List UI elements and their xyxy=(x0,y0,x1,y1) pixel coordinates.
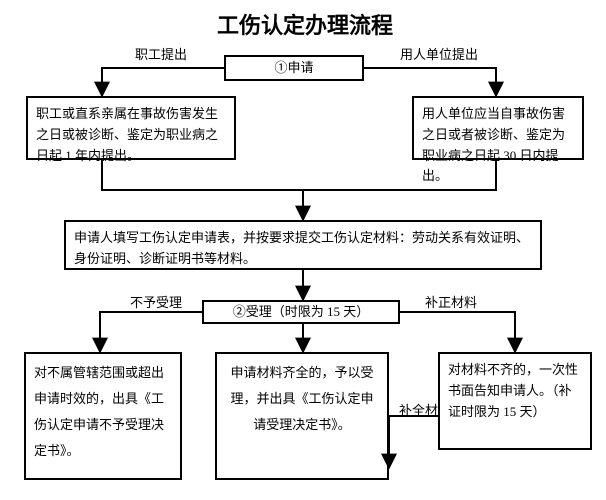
step1-box: ①申请 xyxy=(224,55,364,81)
box-accept-decision: 申请材料齐全的，予以受理，并出具《工伤认定申请受理决定书》。 xyxy=(215,352,389,480)
label-supplement: 补正材料 xyxy=(425,292,477,311)
box-supplement-notice: 对材料不齐的，一次性书面告知申请人。（补证时限为 15 天） xyxy=(438,352,592,450)
label-reject: 不予受理 xyxy=(130,292,182,311)
step2-box: ②受理（时限为 15 天） xyxy=(202,300,400,324)
box-employer-deadline: 用人单位应当自事故伤害之日或者被诊断、鉴定为职业病之日起 30 日内提出。 xyxy=(412,96,584,160)
label-employer-submit: 用人单位提出 xyxy=(400,44,478,63)
page-title: 工伤认定办理流程 xyxy=(195,8,415,40)
box-employee-deadline: 职工或直系亲属在事故伤害发生之日或被诊断、鉴定为职业病之日起 1 年内提出。 xyxy=(26,96,236,160)
box-reject-decision: 对不属管辖范围或超出申请时效的，出具《工伤认定申请不予受理决定书》。 xyxy=(24,352,182,480)
box-application-materials: 申请人填写工伤认定申请表，并按要求提交工伤认定材料：劳动关系有效证明、身份证明、… xyxy=(64,220,542,270)
label-employee-submit: 职工提出 xyxy=(135,44,187,63)
